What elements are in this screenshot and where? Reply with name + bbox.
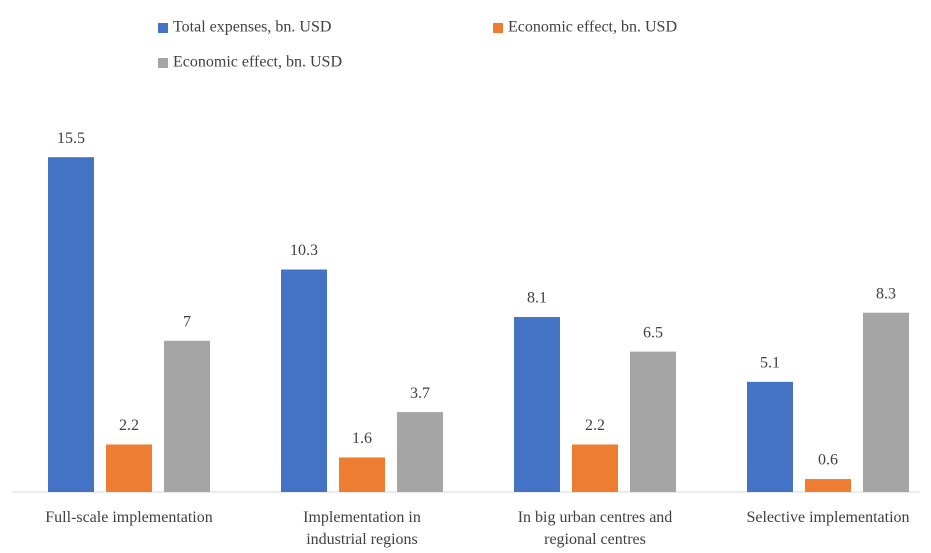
x-tick-label: In big urban centres and regional centre… xyxy=(517,509,673,548)
bar xyxy=(281,269,327,492)
bar xyxy=(630,351,676,492)
legend-label: Total expenses, bn. USD xyxy=(173,19,331,36)
bar xyxy=(805,479,851,492)
legend-swatch xyxy=(158,23,168,33)
legend-label: Economic effect, bn. USD xyxy=(173,54,342,71)
bar xyxy=(106,444,152,492)
bar xyxy=(339,457,385,492)
bar xyxy=(164,340,210,492)
value-label: 0.6 xyxy=(818,452,838,469)
value-label: 2.2 xyxy=(585,417,605,434)
bar xyxy=(747,381,793,492)
value-label: 3.7 xyxy=(410,385,430,402)
bar xyxy=(48,157,94,492)
bar xyxy=(514,317,560,492)
bar xyxy=(397,412,443,492)
value-label: 8.1 xyxy=(527,290,547,307)
legend-swatch xyxy=(493,23,503,33)
bar xyxy=(863,312,909,492)
legend-swatch xyxy=(158,58,168,68)
legend-label: Economic effect, bn. USD xyxy=(508,19,677,36)
x-tick-label: Selective implementation xyxy=(746,509,910,526)
x-tick-label: Implementation in industrial regions xyxy=(303,509,421,548)
x-tick-label: Full-scale implementation xyxy=(45,509,213,526)
value-label: 6.5 xyxy=(643,324,663,341)
value-label: 5.1 xyxy=(760,355,780,372)
value-label: 7 xyxy=(183,313,191,330)
bar xyxy=(572,444,618,492)
value-label: 1.6 xyxy=(352,430,372,447)
value-label: 15.5 xyxy=(57,130,85,147)
value-label: 10.3 xyxy=(290,242,318,259)
value-label: 8.3 xyxy=(876,285,896,302)
value-label: 2.2 xyxy=(119,417,139,434)
